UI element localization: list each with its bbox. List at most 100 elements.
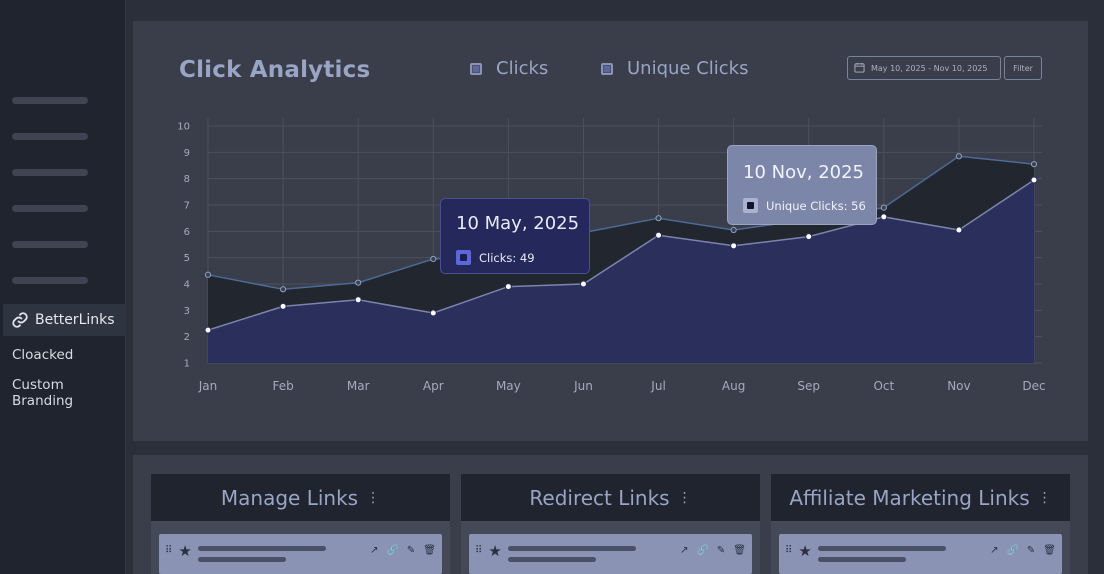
trash-icon[interactable]: 🗑: [733, 545, 746, 556]
star-icon[interactable]: ★: [798, 542, 812, 560]
x-tick-label: Nov: [947, 379, 970, 393]
external-link-icon[interactable]: ↗: [680, 545, 689, 556]
trash-icon[interactable]: 🗑: [423, 545, 436, 556]
data-point-unique-clicks: [655, 231, 663, 239]
data-point-clicks: [1030, 161, 1038, 168]
card-header: Affiliate Marketing Links ⋮: [771, 474, 1070, 521]
placeholder-line: [12, 277, 88, 284]
filter-button[interactable]: Filter: [1004, 56, 1042, 80]
x-tick-label: Apr: [423, 379, 444, 393]
data-point-unique-clicks: [730, 242, 738, 250]
edit-icon[interactable]: ✎: [716, 545, 726, 556]
series-line-clicks: [207, 155, 1035, 291]
sidebar: BetterLinks Cloacked Custom Branding: [0, 0, 126, 574]
card-affiliate-marketing-links: Affiliate Marketing Links ⋮ ⠿ ★ ↗ 🔗 ✎ 🗑: [771, 474, 1070, 574]
edit-icon[interactable]: ✎: [406, 545, 416, 556]
date-range-button[interactable]: May 10, 2025 - Nov 10, 2025: [847, 56, 1001, 80]
data-point-clicks: [355, 279, 362, 286]
legend-swatch-icon: [601, 62, 613, 75]
data-point-unique-clicks: [429, 309, 437, 317]
trash-icon[interactable]: 🗑: [1043, 545, 1056, 556]
sidebar-item-betterlinks[interactable]: BetterLinks: [3, 304, 126, 336]
tooltip-title: 10 May, 2025: [456, 213, 580, 234]
edit-icon[interactable]: ✎: [1026, 545, 1036, 556]
analytics-panel: Click Analytics Clicks Unique Clicks May…: [133, 21, 1088, 441]
card-header: Manage Links ⋮: [151, 474, 450, 521]
drag-handle-icon[interactable]: ⠿: [475, 545, 483, 556]
x-tick-label: Jul: [650, 379, 665, 393]
card-title: Affiliate Marketing Links: [789, 485, 1030, 510]
x-tick-label: Dec: [1022, 379, 1045, 393]
kebab-menu-icon[interactable]: ⋮: [677, 489, 692, 506]
x-tick-label: Sep: [797, 379, 820, 393]
data-point-clicks: [279, 286, 287, 293]
data-point-clicks: [730, 226, 737, 234]
link-row[interactable]: ⠿ ★ ↗ 🔗 ✎ 🗑: [779, 534, 1062, 574]
x-tick-label: Aug: [722, 379, 745, 393]
link-row[interactable]: ⠿ ★ ↗ 🔗 ✎ 🗑: [159, 534, 442, 574]
data-point-unique-clicks: [880, 213, 888, 221]
data-point-clicks: [955, 153, 963, 160]
card-title: Redirect Links: [529, 485, 670, 510]
y-tick-label: 5: [184, 253, 190, 264]
series-line-unique-clicks: [207, 179, 1035, 331]
copy-link-icon[interactable]: 🔗: [696, 545, 709, 556]
external-link-icon[interactable]: ↗: [990, 545, 999, 556]
tooltip-value: Clicks: 49: [479, 250, 535, 265]
x-tick-label: Mar: [347, 379, 370, 393]
copy-link-icon[interactable]: 🔗: [386, 545, 399, 556]
date-range-label: May 10, 2025 - Nov 10, 2025: [871, 63, 988, 73]
star-icon[interactable]: ★: [178, 542, 192, 560]
y-tick-label: 6: [184, 227, 190, 238]
star-icon[interactable]: ★: [488, 542, 502, 560]
card-manage-links: Manage Links ⋮ ⠿ ★ ↗ 🔗 ✎ 🗑: [151, 474, 450, 574]
kebab-menu-icon[interactable]: ⋮: [366, 489, 381, 506]
link-placeholder: [507, 544, 674, 562]
sidebar-item-label: BetterLinks: [35, 312, 115, 328]
x-tick-label: Jan: [198, 379, 218, 393]
placeholder-line: [12, 133, 88, 140]
series-area-unique-clicks: [208, 180, 1034, 363]
card-redirect-links: Redirect Links ⋮ ⠿ ★ ↗ 🔗 ✎ 🗑: [461, 474, 760, 574]
data-point-clicks: [880, 204, 887, 211]
external-link-icon[interactable]: ↗: [370, 545, 379, 556]
data-point-clicks: [204, 271, 212, 278]
sidebar-link-cloacked[interactable]: Cloacked: [12, 347, 74, 363]
x-tick-label: Feb: [272, 379, 293, 393]
x-tick-label: Jun: [573, 379, 593, 393]
y-tick-label: 2: [184, 332, 190, 343]
drag-handle-icon[interactable]: ⠿: [785, 545, 793, 556]
y-tick-label: 7: [184, 201, 190, 212]
link-icon: [11, 311, 29, 329]
y-tick-label: 3: [184, 306, 190, 317]
data-point-clicks: [430, 255, 437, 263]
kebab-menu-icon[interactable]: ⋮: [1037, 489, 1052, 506]
y-tick-label: 10: [177, 122, 190, 133]
sidebar-link-custom-branding[interactable]: Custom Branding: [12, 377, 74, 409]
x-tick-label: May: [496, 379, 521, 393]
placeholder-line: [12, 241, 88, 248]
data-point-unique-clicks: [579, 280, 587, 288]
copy-link-icon[interactable]: 🔗: [1006, 545, 1019, 556]
links-panel: Manage Links ⋮ ⠿ ★ ↗ 🔗 ✎ 🗑 Redirect Link…: [133, 455, 1088, 574]
legend-swatch-icon: [470, 62, 482, 75]
tooltip-nov: 10 Nov, 2025 Unique Clicks: 56: [727, 145, 877, 225]
tooltip-value: Unique Clicks: 56: [766, 198, 866, 213]
legend-unique-clicks[interactable]: Unique Clicks: [601, 58, 748, 79]
data-point-unique-clicks: [204, 326, 212, 334]
data-point-unique-clicks: [805, 233, 813, 241]
drag-handle-icon[interactable]: ⠿: [165, 545, 173, 556]
y-tick-label: 4: [184, 280, 190, 291]
y-tick-label: 9: [184, 148, 190, 159]
tooltip-may: 10 May, 2025 Clicks: 49: [440, 198, 590, 274]
data-point-unique-clicks: [504, 283, 512, 291]
card-title: Manage Links: [220, 485, 359, 510]
tooltip-title: 10 Nov, 2025: [743, 162, 865, 183]
data-point-unique-clicks: [354, 296, 362, 304]
legend-clicks[interactable]: Clicks: [470, 58, 548, 79]
click-analytics-chart: 1 2 3 4 5 6 7 8 9 10 Jan Feb Mar Apr May Jun Jul Aug Sep Oc…: [177, 118, 1046, 393]
card-header: Redirect Links ⋮: [461, 474, 760, 521]
legend-label: Clicks: [496, 58, 549, 79]
link-row[interactable]: ⠿ ★ ↗ 🔗 ✎ 🗑: [469, 534, 752, 574]
y-tick-label: 8: [184, 174, 190, 185]
